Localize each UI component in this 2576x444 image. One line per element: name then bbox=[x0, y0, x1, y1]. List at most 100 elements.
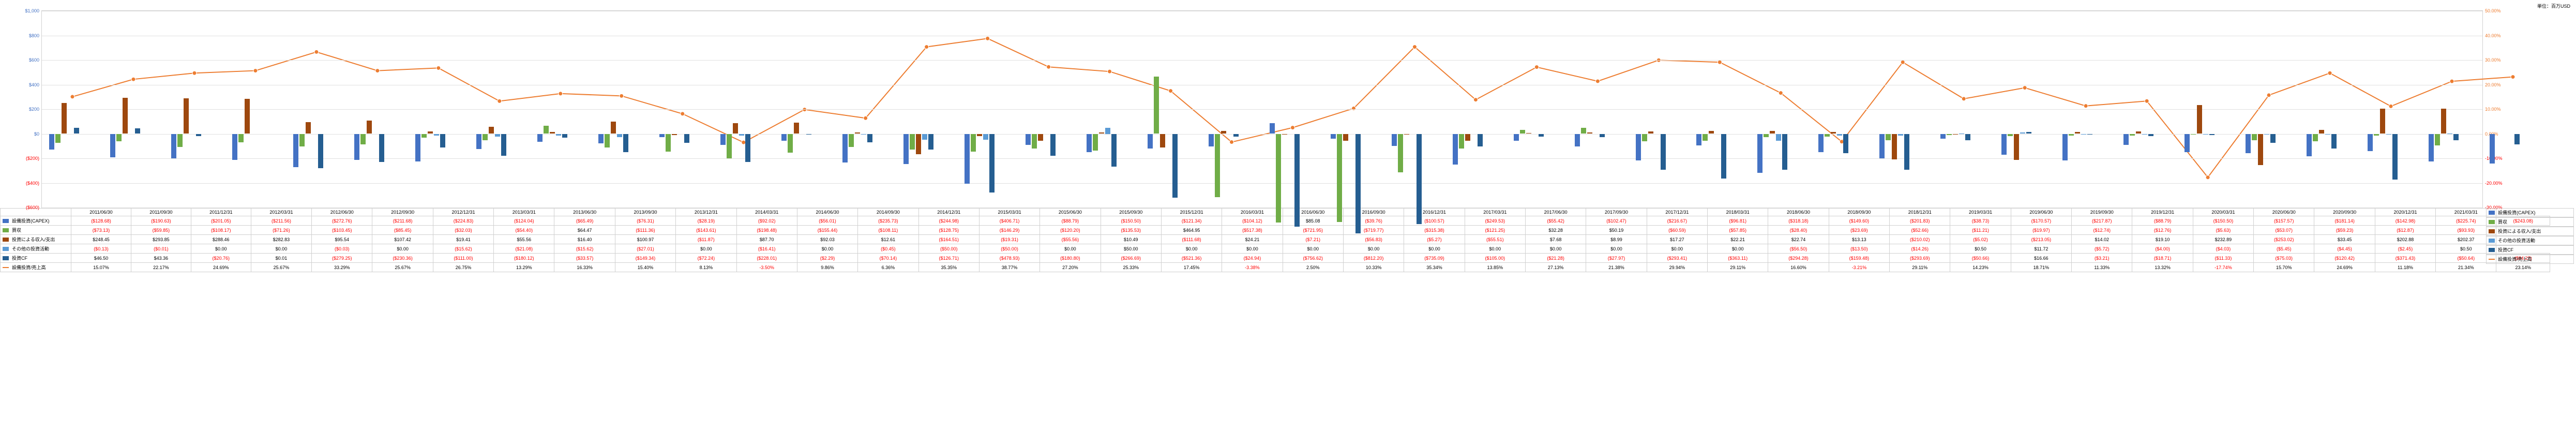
cell: ($180.80) bbox=[1040, 254, 1101, 263]
bar-inv_in_out bbox=[1282, 134, 1287, 135]
bar-inv_in_out bbox=[1038, 134, 1043, 141]
bar-inv_in_out bbox=[1404, 134, 1409, 135]
bar-inv_in_out bbox=[855, 132, 860, 134]
cell: ($201.05) bbox=[191, 216, 251, 226]
bar-capex bbox=[537, 134, 543, 142]
cell: ($157.57) bbox=[2254, 216, 2314, 226]
bar-inv_in_out bbox=[1221, 131, 1226, 134]
bar-inv_cf bbox=[2026, 132, 2031, 134]
bar-acq bbox=[1825, 134, 1830, 137]
cell: 35.34% bbox=[1404, 263, 1465, 272]
cell: ($56.50) bbox=[1768, 244, 1829, 254]
bar-capex bbox=[2490, 134, 2495, 164]
bar-capex bbox=[1696, 134, 1701, 146]
cell: ($12.87) bbox=[2375, 226, 2435, 235]
cell: ($124.04) bbox=[494, 216, 554, 226]
cell: ($121.34) bbox=[1161, 216, 1222, 226]
cell: 21.38% bbox=[1586, 263, 1647, 272]
cell: ($371.43) bbox=[2375, 254, 2435, 263]
bar-capex bbox=[110, 134, 115, 157]
period-header: 2020/09/30 bbox=[2314, 209, 2375, 216]
cell: 8.13% bbox=[676, 263, 736, 272]
cell: ($756.62) bbox=[1283, 254, 1343, 263]
cell: ($55.42) bbox=[1525, 216, 1586, 226]
cell: ($279.25) bbox=[312, 254, 372, 263]
bar-inv_in_out bbox=[794, 123, 799, 134]
cell: ($135.53) bbox=[1101, 226, 1161, 235]
bar-acq bbox=[2191, 134, 2196, 135]
bar-inv_in_out bbox=[123, 98, 128, 134]
period-header: 2018/12/31 bbox=[1890, 209, 1950, 216]
cell: ($21.08) bbox=[494, 244, 554, 254]
cell: ($230.36) bbox=[372, 254, 433, 263]
row-label-inv_cf: 投資CF bbox=[1, 254, 71, 263]
bar-inv_cf bbox=[1782, 134, 1787, 170]
bar-inv_in_out bbox=[1953, 134, 1958, 135]
legend-item-inv_in_out: 投資による収入/支出 bbox=[2486, 227, 2574, 236]
cell: ($294.28) bbox=[1768, 254, 1829, 263]
bar-acq bbox=[360, 134, 366, 144]
period-header: 2016/06/30 bbox=[1283, 209, 1343, 216]
cell: $0.50 bbox=[1950, 244, 2011, 254]
cell: ($108.17) bbox=[191, 226, 251, 235]
cell: ($120.20) bbox=[1040, 226, 1101, 235]
cell: 10.33% bbox=[1343, 263, 1404, 272]
cell: $95.54 bbox=[312, 235, 372, 244]
cell: 15.40% bbox=[615, 263, 675, 272]
bar-inv_in_out bbox=[611, 122, 616, 134]
cell: $14.02 bbox=[2072, 235, 2132, 244]
cell: ($104.12) bbox=[1222, 216, 1283, 226]
bar-capex bbox=[1026, 134, 1031, 145]
bar-inv_in_out bbox=[62, 103, 67, 134]
bar-other_inv bbox=[617, 134, 622, 137]
period-header: 2011/09/30 bbox=[131, 209, 191, 216]
legend-item-inv_cf: 投資CF bbox=[2486, 245, 2574, 255]
period-header: 2018/06/30 bbox=[1768, 209, 1829, 216]
cell: ($27.97) bbox=[1586, 254, 1647, 263]
period-header: 2018/03/31 bbox=[1708, 209, 1768, 216]
bar-inv_cf bbox=[1355, 134, 1361, 234]
cell: 13.29% bbox=[494, 263, 554, 272]
bar-acq bbox=[849, 134, 854, 147]
cell: $0.00 bbox=[251, 244, 311, 254]
cell: $55.56 bbox=[494, 235, 554, 244]
cell: ($11.21) bbox=[1950, 226, 2011, 235]
bar-capex bbox=[1209, 134, 1214, 147]
y-axis-left: ($600)($400)($200)$0$200$400$600$800$1,0… bbox=[3, 11, 39, 208]
period-header: 2013/06/30 bbox=[554, 209, 615, 216]
cell: ($5.72) bbox=[2072, 244, 2132, 254]
cell: 13.32% bbox=[2132, 263, 2193, 272]
bar-capex bbox=[1453, 134, 1458, 165]
cell: 24.69% bbox=[191, 263, 251, 272]
bar-acq bbox=[1642, 134, 1647, 141]
cell: ($100.57) bbox=[1404, 216, 1465, 226]
cell: 27.20% bbox=[1040, 263, 1101, 272]
bar-acq bbox=[2374, 134, 2379, 136]
cell: $10.49 bbox=[1101, 235, 1161, 244]
cell: ($159.48) bbox=[1829, 254, 1889, 263]
cell: ($272.76) bbox=[312, 216, 372, 226]
cell: ($72.24) bbox=[676, 254, 736, 263]
cell: ($406.71) bbox=[979, 216, 1040, 226]
cell: ($120.42) bbox=[2314, 254, 2375, 263]
cell: ($88.79) bbox=[1040, 216, 1101, 226]
cell: 17.45% bbox=[1161, 263, 1222, 272]
cell: ($59.23) bbox=[2314, 226, 2375, 235]
cell: ($32.03) bbox=[433, 226, 493, 235]
cell: ($0.13) bbox=[71, 244, 131, 254]
cell: 14.23% bbox=[1950, 263, 2011, 272]
cell: $0.00 bbox=[797, 244, 857, 254]
cell: ($164.51) bbox=[918, 235, 979, 244]
bar-capex bbox=[1757, 134, 1762, 173]
bar-inv_in_out bbox=[245, 99, 250, 134]
bar-other_inv bbox=[983, 134, 988, 140]
cell: ($155.44) bbox=[797, 226, 857, 235]
bar-acq bbox=[727, 134, 732, 158]
cell: ($57.85) bbox=[1708, 226, 1768, 235]
cell: 29.11% bbox=[1890, 263, 1950, 272]
bar-inv_cf bbox=[1478, 134, 1483, 147]
period-header: 2015/06/30 bbox=[1040, 209, 1101, 216]
bar-capex bbox=[1514, 134, 1519, 141]
period-header: 2013/03/31 bbox=[494, 209, 554, 216]
bar-inv_cf bbox=[806, 134, 811, 135]
